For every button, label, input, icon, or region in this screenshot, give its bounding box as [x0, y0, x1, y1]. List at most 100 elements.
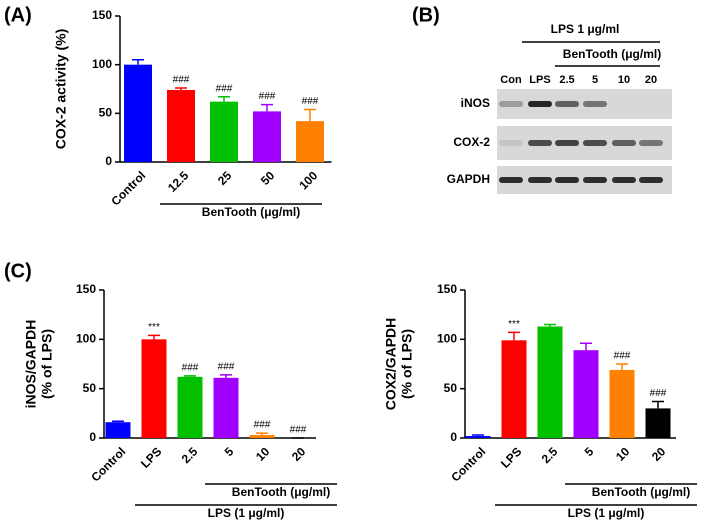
error-bar — [508, 331, 520, 341]
annotation: ### — [650, 388, 667, 399]
lane-label: Con — [500, 74, 522, 86]
error-bar — [304, 108, 316, 122]
y-tick-label: 0 — [89, 430, 96, 444]
error-bar — [580, 342, 592, 351]
error-bar — [256, 432, 268, 436]
bar — [141, 339, 167, 438]
error-bar — [544, 323, 556, 327]
y-tick-label: 50 — [99, 106, 113, 120]
y-axis-label: (% of LPS) — [399, 329, 415, 399]
group-label: BenTooth (μg/ml) — [202, 205, 300, 219]
y-axis-label: (% of LPS) — [39, 329, 55, 399]
band — [583, 140, 607, 146]
bar — [573, 350, 599, 438]
band — [528, 177, 552, 183]
band — [555, 140, 579, 146]
band — [612, 177, 636, 183]
group-label: LPS (1 μg/ml) — [568, 506, 645, 520]
y-tick-label: 150 — [76, 282, 96, 296]
band — [639, 140, 663, 146]
band — [528, 101, 552, 107]
lane-label: 20 — [645, 74, 657, 86]
group-label: BenTooth (μg/ml) — [232, 485, 330, 499]
annotation: ### — [290, 425, 307, 436]
y-tick-label: 100 — [76, 332, 96, 346]
band — [639, 177, 663, 183]
row-label: COX-2 — [453, 135, 490, 149]
x-tick-label: Control — [108, 168, 148, 208]
y-tick-label: 50 — [444, 381, 458, 395]
annotation: ### — [259, 91, 276, 102]
band — [639, 101, 663, 107]
x-tick-label: 10 — [613, 444, 633, 464]
x-tick-label: 20 — [649, 444, 669, 464]
band — [555, 177, 579, 183]
y-axis-label: COX2/GAPDH — [383, 318, 399, 411]
y-axis-label: iNOS/GAPDH — [23, 320, 39, 409]
group-label: BenTooth (μg/ml) — [592, 485, 690, 499]
bar — [609, 369, 635, 438]
x-tick-label: LPS — [498, 444, 524, 470]
annotation: *** — [508, 319, 520, 330]
x-tick-label: 12.5 — [165, 168, 192, 195]
error-bar — [261, 103, 273, 112]
panel-label: (B) — [412, 4, 440, 26]
bar — [167, 89, 195, 162]
band — [499, 101, 523, 107]
band — [583, 101, 607, 107]
x-tick-label: 50 — [258, 168, 278, 188]
blot-header: LPS 1 μg/ml — [551, 22, 620, 36]
x-tick-label: LPS — [138, 444, 164, 470]
y-axis-label: COX-2 activity (%) — [53, 29, 69, 150]
x-tick-label: 100 — [296, 168, 320, 192]
x-tick-label: 20 — [289, 444, 309, 464]
bar — [210, 101, 238, 162]
bar — [501, 340, 527, 438]
band — [555, 101, 579, 107]
bar — [124, 64, 152, 162]
bar — [537, 326, 563, 438]
error-bar — [175, 87, 187, 90]
bar — [296, 121, 324, 162]
x-tick-label: 5 — [222, 444, 237, 459]
lane-label: 5 — [592, 74, 598, 86]
annotation: ### — [182, 362, 199, 373]
x-tick-label: 2.5 — [539, 444, 561, 466]
lane-label: 10 — [618, 74, 630, 86]
annotation: ### — [173, 75, 190, 86]
error-bar — [148, 334, 160, 340]
x-tick-label: Control — [88, 444, 128, 484]
bar — [213, 377, 239, 438]
error-bar — [616, 363, 628, 370]
error-bar — [472, 434, 484, 437]
band — [499, 140, 523, 146]
band — [612, 101, 636, 107]
band — [612, 140, 636, 146]
bar — [177, 376, 203, 438]
x-tick-label: 5 — [582, 444, 597, 459]
band — [583, 177, 607, 183]
y-tick-label: 50 — [83, 381, 97, 395]
bar — [105, 422, 131, 438]
y-tick-label: 100 — [437, 332, 457, 346]
bar — [645, 408, 671, 438]
y-tick-label: 150 — [437, 282, 457, 296]
annotation: ### — [254, 420, 271, 431]
error-bar — [132, 59, 144, 65]
y-tick-label: 0 — [450, 430, 457, 444]
annotation: ### — [216, 83, 233, 94]
lane-label: 2.5 — [559, 74, 574, 86]
annotation: *** — [148, 322, 160, 333]
error-bar — [652, 400, 664, 409]
band — [528, 140, 552, 146]
panel-label: (A) — [4, 4, 32, 26]
band — [499, 177, 523, 183]
bar — [465, 436, 491, 438]
bar — [253, 111, 281, 162]
lane-label: LPS — [529, 74, 550, 86]
row-label: GAPDH — [447, 172, 490, 186]
bar — [249, 435, 275, 438]
y-tick-label: 0 — [105, 154, 112, 168]
annotation: ### — [302, 96, 319, 107]
